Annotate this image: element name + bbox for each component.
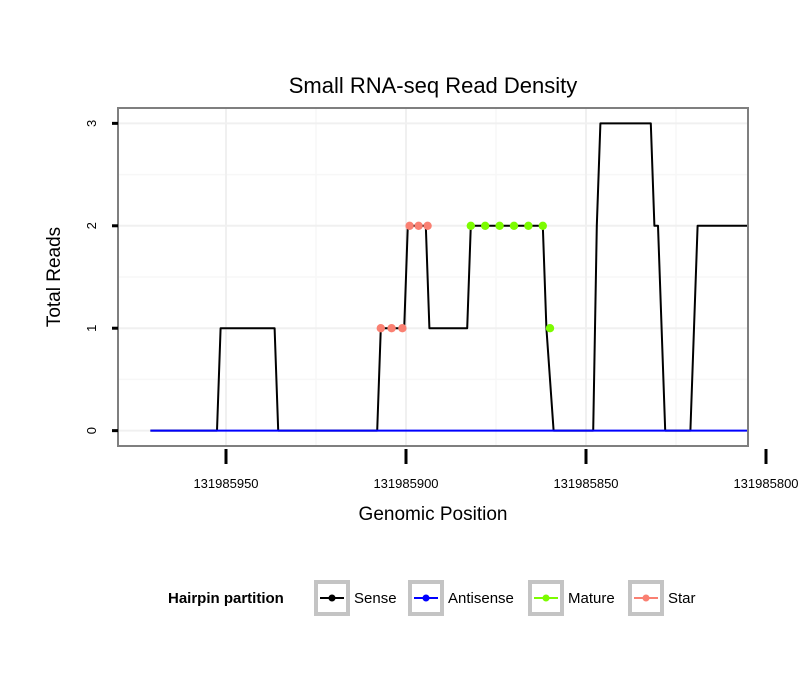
data-point-mature — [466, 221, 475, 230]
data-point-mature — [495, 221, 504, 230]
x-tick-label: 131985800 — [733, 476, 798, 491]
y-tick-label: 0 — [84, 427, 99, 434]
data-point-star — [414, 221, 423, 230]
legend: Hairpin partition Sense Antisense Mature St… — [168, 580, 696, 616]
legend-label-mature: Mature — [568, 590, 615, 607]
y-axis-title: Total Reads — [44, 227, 65, 327]
legend-key-dot-sense — [328, 594, 336, 602]
data-point-mature — [524, 221, 533, 230]
legend-key-dot-antisense — [422, 594, 430, 602]
legend-key-dot-star — [642, 594, 650, 602]
plot-series — [150, 122, 748, 432]
data-point-star — [423, 221, 432, 230]
data-point-mature — [538, 221, 547, 230]
legend-label-star: Star — [668, 590, 696, 607]
x-tick-label: 131985950 — [193, 476, 258, 491]
data-point-star — [376, 324, 385, 333]
y-tick-label: 1 — [84, 325, 99, 332]
legend-label-antisense: Antisense — [448, 590, 514, 607]
data-point-star — [387, 324, 396, 333]
legend-label-sense: Sense — [354, 590, 397, 607]
x-axis-title: Genomic Position — [359, 504, 508, 525]
data-point-mature — [481, 221, 490, 230]
y-tick-label: 3 — [84, 120, 99, 127]
plot-panel-border — [117, 107, 749, 447]
chart-title: Small RNA-seq Read Density — [289, 73, 578, 98]
data-point-mature — [509, 221, 519, 230]
y-tick-label: 2 — [84, 222, 99, 229]
axes: 0 1 2 3 131985950 131985900 131985850 131985800 — [84, 120, 799, 491]
x-tick-label: 131985850 — [553, 476, 618, 491]
x-tick-label: 131985900 — [373, 476, 438, 491]
legend-key-dot-mature — [542, 594, 550, 602]
data-point-star — [405, 221, 414, 230]
data-point-star — [398, 324, 407, 333]
data-point-mature — [545, 324, 555, 333]
legend-title: Hairpin partition — [168, 590, 284, 607]
